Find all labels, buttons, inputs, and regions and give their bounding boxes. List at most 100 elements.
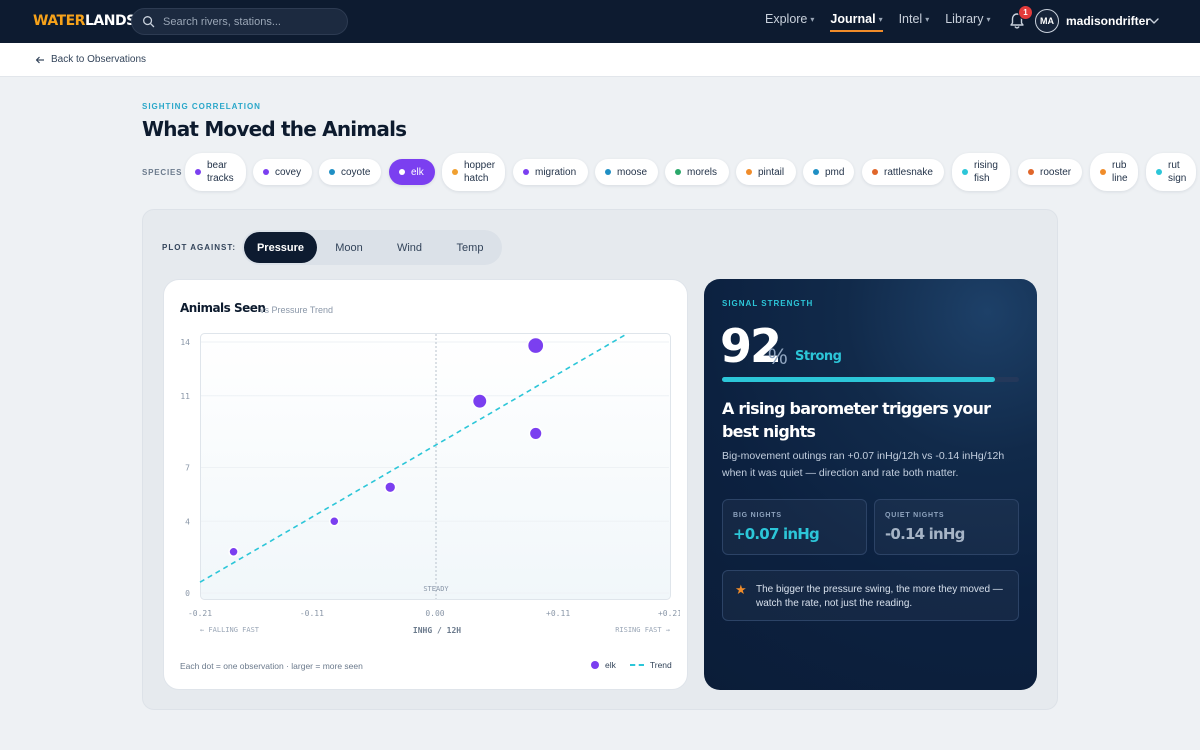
species-dot: [1100, 169, 1106, 175]
chevron-down-icon[interactable]: [1148, 12, 1160, 30]
chip-covey[interactable]: covey: [253, 159, 312, 185]
chip-label: morels: [687, 166, 718, 178]
chip-label: rattlesnake: [884, 166, 933, 178]
species-dot: [746, 169, 752, 175]
signal-tip-text: The bigger the pressure swing, the more …: [756, 584, 1003, 609]
species-dot: [1028, 169, 1034, 175]
nav-intel[interactable]: Intel ▾: [899, 12, 930, 26]
trend-line: [199, 334, 626, 583]
signal-percent-sign: %: [768, 344, 788, 369]
username[interactable]: madisondrifter: [1066, 14, 1151, 28]
chip-label: moose: [617, 166, 648, 178]
chip-pmd[interactable]: pmd: [803, 159, 854, 185]
tab-pressure[interactable]: Pressure: [244, 232, 317, 263]
arrow-left-icon: [35, 56, 44, 63]
brand-logo[interactable]: WATERLANDS: [33, 13, 136, 29]
chart-footnote: Each dot = one observation · larger = mo…: [180, 661, 363, 671]
nav-library[interactable]: Library ▾: [945, 12, 990, 26]
chip-coyote[interactable]: coyote: [319, 159, 381, 185]
chevron-down-icon: ▾: [878, 14, 883, 24]
notification-badge: 1: [1018, 5, 1033, 20]
chip-morels[interactable]: morels: [665, 159, 729, 185]
chip-rut-sign[interactable]: rut sign: [1146, 153, 1196, 191]
species-dot: [329, 169, 335, 175]
nav-journal[interactable]: Journal ▾: [830, 12, 883, 32]
signal-headline: A rising barometer triggers your best ni…: [722, 399, 991, 441]
big-nights-label: BIG NIGHTS: [733, 512, 782, 519]
nav-explore-label: Explore: [765, 12, 808, 26]
chip-moose[interactable]: moose: [595, 159, 658, 185]
big-nights-value: +0.07 inHg: [733, 525, 820, 543]
logo-part-2: LANDS: [84, 13, 136, 29]
nav-journal-label: Journal: [830, 12, 876, 26]
chip-label: hopper hatch: [464, 160, 496, 184]
nav-intel-label: Intel: [898, 12, 923, 26]
x-edge-label-right: RISING FAST →: [615, 626, 670, 634]
back-link-label: Back to Observations: [51, 54, 147, 65]
chip-label: elk: [411, 166, 424, 178]
species-dot: [452, 169, 458, 175]
chart-subtitle: vs Pressure Trend: [260, 305, 334, 315]
chevron-down-icon: ▾: [810, 14, 815, 24]
avatar[interactable]: MA: [1035, 9, 1059, 33]
data-point: [526, 336, 545, 355]
data-point: [384, 481, 397, 494]
quiet-nights-value: -0.14 inHg: [885, 525, 965, 543]
chip-rooster[interactable]: rooster: [1018, 159, 1082, 185]
signal-body: Big-movement outings ran +0.07 inHg/12h …: [722, 450, 1005, 479]
legend-series-label: elk: [605, 660, 616, 670]
tab-temp[interactable]: Temp: [456, 241, 484, 254]
chip-rattlesnake[interactable]: rattlesnake: [862, 159, 944, 185]
y-tick-label: 4: [185, 517, 190, 526]
nav-explore[interactable]: Explore ▾: [765, 12, 814, 26]
chip-migration[interactable]: migration: [513, 159, 588, 185]
y-tick-label: 0: [185, 589, 190, 598]
tab-wind[interactable]: Wind: [396, 241, 423, 254]
species-dot: [399, 169, 405, 175]
species-dot: [605, 169, 611, 175]
sub-bar: Back to Observations: [0, 43, 1200, 77]
chip-label: pintail: [758, 166, 785, 178]
page-title: What Moved the Animals: [142, 117, 407, 141]
species-dot: [675, 169, 681, 175]
species-dot: [263, 169, 269, 175]
y-tick-label: 11: [180, 392, 190, 401]
chip-label: rising fish: [974, 160, 998, 184]
y-tick-label: 7: [185, 464, 190, 473]
legend-trend-label: Trend: [649, 660, 672, 670]
y-tick-label: 14: [180, 338, 190, 347]
main-nav: Explore ▾ Journal ▾ Intel ▾ Library ▾: [765, 12, 990, 32]
x-tick-label: +0.21: [658, 609, 680, 618]
x-edge-label-left: ← FALLING FAST: [200, 626, 260, 634]
tab-moon[interactable]: Moon: [335, 241, 363, 254]
data-point: [471, 393, 488, 410]
species-dot: [872, 169, 878, 175]
chip-hopper-hatch[interactable]: hopper hatch: [442, 153, 505, 191]
x-axis-label: INHG / 12H: [413, 626, 461, 635]
plot-against-label: PLOT AGAINST:: [162, 243, 237, 252]
chip-elk[interactable]: elk: [389, 159, 435, 185]
chart-legend: elk Trend: [591, 660, 672, 670]
back-link[interactable]: Back to Observations: [35, 54, 146, 65]
chip-label: pmd: [825, 166, 845, 178]
search-input[interactable]: [163, 15, 333, 28]
chip-rub-line[interactable]: rub line: [1090, 153, 1138, 191]
chip-rising-fish[interactable]: rising fish: [952, 153, 1010, 191]
nav-library-label: Library: [945, 12, 984, 26]
chip-bear-tracks[interactable]: bear tracks: [185, 153, 246, 191]
quiet-nights-stat: QUIET NIGHTS -0.14 inHg: [874, 499, 1019, 555]
x-tick-label: +0.11: [546, 609, 570, 618]
species-dot: [195, 169, 201, 175]
top-navbar: WATERLANDS Explore▾ Journal▾ Intel▾ Libr…: [0, 0, 1200, 43]
search-icon: [143, 16, 155, 28]
chart-title: Animals Seen: [180, 301, 266, 315]
species-dot: [523, 169, 529, 175]
chip-pintail[interactable]: pintail: [736, 159, 796, 185]
chip-label: covey: [275, 166, 302, 178]
chip-label: bear tracks: [207, 160, 234, 184]
chevron-down-icon: ▾: [925, 14, 930, 24]
search-box[interactable]: [131, 8, 348, 35]
x-tick-label: -0.21: [188, 609, 212, 618]
data-point: [528, 426, 543, 441]
chip-label: coyote: [341, 166, 371, 178]
